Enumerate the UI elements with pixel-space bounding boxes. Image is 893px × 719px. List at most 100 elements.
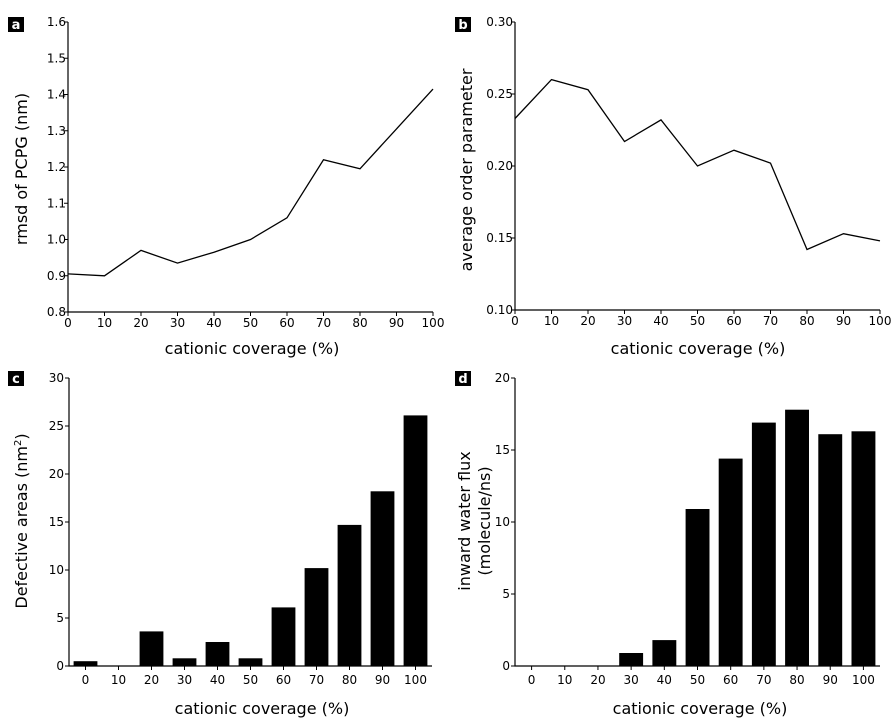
x-tick-label: 100 [869,314,892,328]
bar [304,568,329,666]
x-tick-label: 90 [375,673,390,687]
x-tick-label: 10 [557,673,572,687]
bar [337,524,362,666]
panel-label: d [458,372,467,387]
x-tick-label: 10 [97,316,112,330]
y-tick-label: 0.9 [47,269,66,283]
y-tick-label: 20 [495,371,510,385]
y-tick-label: 0.10 [486,303,513,317]
panel-a: a 0 10 20 30 40 50 60 70 80 90 100 0.8 0.9 1.0 1.1 1.2 1… [8,15,444,358]
x-tick-label: 70 [756,673,771,687]
x-tick-label: 90 [823,673,838,687]
series-line [514,78,881,251]
x-tick-label: 50 [243,316,258,330]
x-tick-label: 90 [389,316,404,330]
y-tick-label: 0.8 [47,305,66,319]
bar [238,658,263,666]
panel-label: a [12,18,21,33]
bar [370,491,395,666]
y-tick-label: 0.15 [486,231,513,245]
x-tick-label: 30 [623,673,638,687]
y-tick-label: 0 [502,659,510,673]
y-tick-label: 25 [49,419,64,433]
axis-frame [67,22,433,313]
y-tick-label: 1.1 [47,196,66,210]
panel-label-box [455,371,471,386]
x-tick-label: 0 [511,314,519,328]
bar [818,434,843,666]
y-tick-label: 15 [49,515,64,529]
plot-area: 0 10 20 30 40 50 60 70 80 90 100 0.8 0.9 1.0 1.1 1.2 1.3… [47,15,445,330]
panel-label-box [8,371,24,386]
x-tick-label: 100 [422,316,445,330]
bar [205,642,230,666]
y-axis-label: rmsd of PCPG (nm) [12,93,31,245]
x-tick-label: 0 [82,673,90,687]
x-tick-label: 60 [279,316,294,330]
y-tick-label: 1.6 [47,15,66,29]
y-axis-label-main: Defective areas (nm [12,446,31,609]
panel-label-box [8,17,24,32]
series-line [67,88,434,277]
bar [652,640,677,666]
panel-label-box [455,17,471,32]
x-tick-label: 80 [799,314,814,328]
x-tick-label: 10 [544,314,559,328]
bar [785,409,809,666]
x-tick-label: 80 [342,673,357,687]
bar [403,415,428,666]
x-tick-label: 80 [789,673,804,687]
x-tick-label: 30 [617,314,632,328]
y-tick-label: 15 [495,443,510,457]
x-tick-label: 90 [836,314,851,328]
y-axis-label: Defective areas (nm2) [12,433,31,608]
y-axis-label-superscript: 2 [13,440,24,446]
y-tick-label: 5 [502,587,510,601]
panel-d: d 0 10 20 30 40 50 60 70 80 90 100 0 5 10 15 20 cationi… [455,371,880,718]
panel-b: b 0 10 20 30 40 50 60 70 80 90 100 0.10 0.15 0.20 0.25… [455,15,891,358]
panel-c: c 0 10 20 30 40 50 60 70 80 90 100 0 5 10 15 20 25 30 cat… [8,371,432,718]
bar [172,658,197,666]
x-tick-label: 20 [580,314,595,328]
x-tick-label: 20 [133,316,148,330]
y-tick-label: 1.2 [47,160,66,174]
x-tick-label: 40 [657,673,672,687]
x-tick-label: 20 [590,673,605,687]
y-tick-label: 1.4 [47,88,66,102]
plot-area: 0 10 20 30 40 50 60 70 80 90 100 0 5 10 15 20 [495,371,880,687]
y-tick-label: 0.25 [486,87,513,101]
bar [139,631,164,666]
y-axis-label-end: ) [12,433,31,439]
plot-area: 0 10 20 30 40 50 60 70 80 90 100 0.10 0.15 0.20 0.25 0.… [486,15,891,328]
y-tick-label: 1.0 [47,233,66,247]
x-tick-label: 30 [177,673,192,687]
x-tick-label: 70 [309,673,324,687]
x-tick-label: 0 [528,673,536,687]
y-tick-label: 10 [495,515,510,529]
y-tick-label: 30 [49,371,64,385]
panel-label: b [458,18,467,33]
bar [685,509,710,666]
y-tick-label: 1.3 [47,124,66,138]
x-axis-label: cationic coverage (%) [175,699,350,718]
x-tick-label: 40 [653,314,668,328]
plot-area: 0 10 20 30 40 50 60 70 80 90 100 0 5 10 15 20 25 30 [49,371,432,687]
x-tick-label: 70 [763,314,778,328]
bar [751,422,776,666]
x-tick-label: 20 [144,673,159,687]
x-tick-label: 40 [206,316,221,330]
bar [718,458,743,666]
x-tick-label: 50 [243,673,258,687]
x-tick-label: 30 [170,316,185,330]
x-axis-label: cationic coverage (%) [165,339,340,358]
x-tick-label: 10 [111,673,126,687]
x-tick-label: 80 [352,316,367,330]
y-tick-label: 1.5 [47,51,66,65]
x-tick-label: 100 [404,673,427,687]
y-tick-label: 20 [49,467,64,481]
bar [271,607,296,666]
y-tick-label: 0.30 [486,15,513,29]
x-tick-label: 70 [316,316,331,330]
bar [73,661,98,666]
